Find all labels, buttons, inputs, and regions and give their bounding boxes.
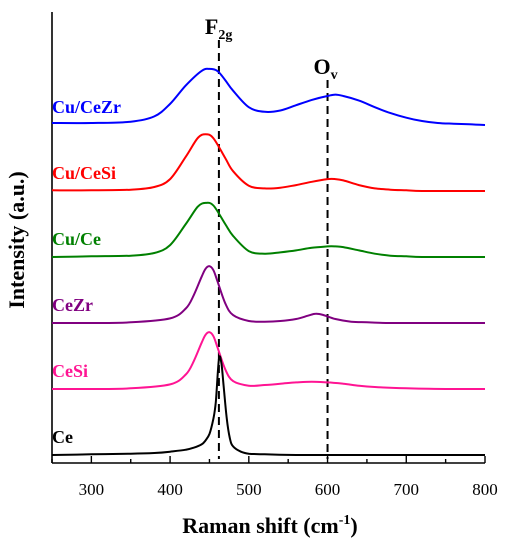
- series-labels: Cu/CeZr Cu/CeSi Cu/Ce CeZr CeSi Ce: [52, 97, 121, 447]
- series-label-cesi: CeSi: [52, 361, 88, 381]
- x-tick-label-500: 500: [236, 480, 262, 499]
- series-label-cu-cezr: Cu/CeZr: [52, 97, 121, 117]
- series-line-ce: [51, 355, 485, 457]
- x-tick-label-700: 700: [394, 480, 420, 499]
- series-line-cu-cesi: [51, 133, 485, 193]
- series-line-cu-cezr: [51, 67, 486, 126]
- x-axis-title-sup: -1: [339, 513, 351, 528]
- ref-label-F2g: F2g: [205, 14, 232, 43]
- series-label-cezr: CeZr: [52, 295, 93, 315]
- series-line-cezr: [51, 265, 485, 325]
- x-tick-label-400: 400: [157, 480, 183, 499]
- x-tick-label-300: 300: [79, 480, 105, 499]
- ref-label-Ov: Ov: [314, 54, 338, 83]
- series-label-cu-cesi: Cu/CeSi: [52, 163, 116, 183]
- x-ticks: 300 400 500 600 700 800: [51, 456, 498, 499]
- x-tick-label-600: 600: [315, 480, 341, 499]
- series-line-cesi: [51, 331, 486, 391]
- reference-lines: F2g Ov: [205, 14, 338, 459]
- x-axis-title-main: Raman shift (cm: [182, 513, 338, 538]
- x-axis-title-close: ): [350, 513, 357, 538]
- x-axis-title: Raman shift (cm-1): [182, 513, 357, 538]
- y-axis-title: Intensity (a.u.): [4, 171, 29, 309]
- series-group: [51, 67, 486, 457]
- series-label-ce: Ce: [52, 427, 73, 447]
- series-line-cu-ce: [51, 201, 485, 259]
- series-label-cu-ce: Cu/Ce: [52, 229, 101, 249]
- x-tick-label-800: 800: [472, 480, 498, 499]
